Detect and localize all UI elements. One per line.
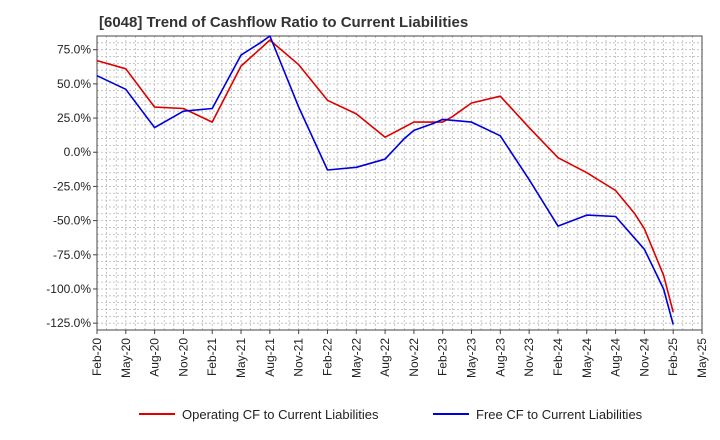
- chart-title: [6048] Trend of Cashflow Ratio to Curren…: [99, 14, 469, 31]
- x-tick-label: Nov-21: [292, 338, 306, 377]
- x-tick-label: Nov-23: [522, 338, 536, 377]
- x-tick-label: Feb-23: [436, 338, 450, 376]
- x-tick-label: Aug-21: [263, 338, 277, 377]
- x-tick-label: Feb-25: [666, 338, 680, 376]
- y-tick-label: -25.0%: [53, 179, 91, 193]
- legend-label-operating-cf: Operating CF to Current Liabilities: [182, 407, 379, 422]
- x-tick-label: Aug-23: [493, 338, 507, 377]
- x-tick-label: May-22: [349, 338, 363, 378]
- x-tick-label: Aug-22: [378, 338, 392, 377]
- x-tick-label: May-23: [465, 338, 479, 378]
- x-tick-label: Feb-22: [320, 338, 334, 376]
- series-line-operating-cf: [96, 39, 674, 313]
- x-tick-label: May-21: [234, 338, 248, 378]
- x-tick-label: Aug-24: [609, 338, 623, 377]
- plot-area: [97, 36, 702, 330]
- x-tick-label: May-24: [580, 338, 594, 378]
- y-tick-label: 0.0%: [64, 145, 92, 159]
- plot-frame: [96, 35, 703, 331]
- y-tick-label: 50.0%: [57, 77, 91, 91]
- x-tick-label: Feb-24: [551, 338, 565, 376]
- y-tick-label: 25.0%: [57, 111, 91, 125]
- x-tick-label: Nov-24: [637, 338, 651, 377]
- x-tick-label: Feb-21: [205, 338, 219, 376]
- series-line-free-cf: [96, 35, 674, 325]
- x-tick-label: Nov-20: [176, 338, 190, 377]
- y-tick-label: -100.0%: [46, 282, 91, 296]
- y-tick-label: -50.0%: [53, 214, 91, 228]
- y-tick-label: -75.0%: [53, 248, 91, 262]
- y-tick-label: -125.0%: [46, 316, 91, 330]
- x-tick-label: Feb-20: [90, 338, 104, 376]
- y-tick-label: 75.0%: [57, 43, 91, 57]
- legend-label-free-cf: Free CF to Current Liabilities: [476, 407, 643, 422]
- x-tick-label: Nov-22: [407, 338, 421, 377]
- x-tick-label: May-20: [119, 338, 133, 378]
- x-tick-label: May-25: [695, 338, 709, 378]
- x-tick-label: Aug-20: [148, 338, 162, 377]
